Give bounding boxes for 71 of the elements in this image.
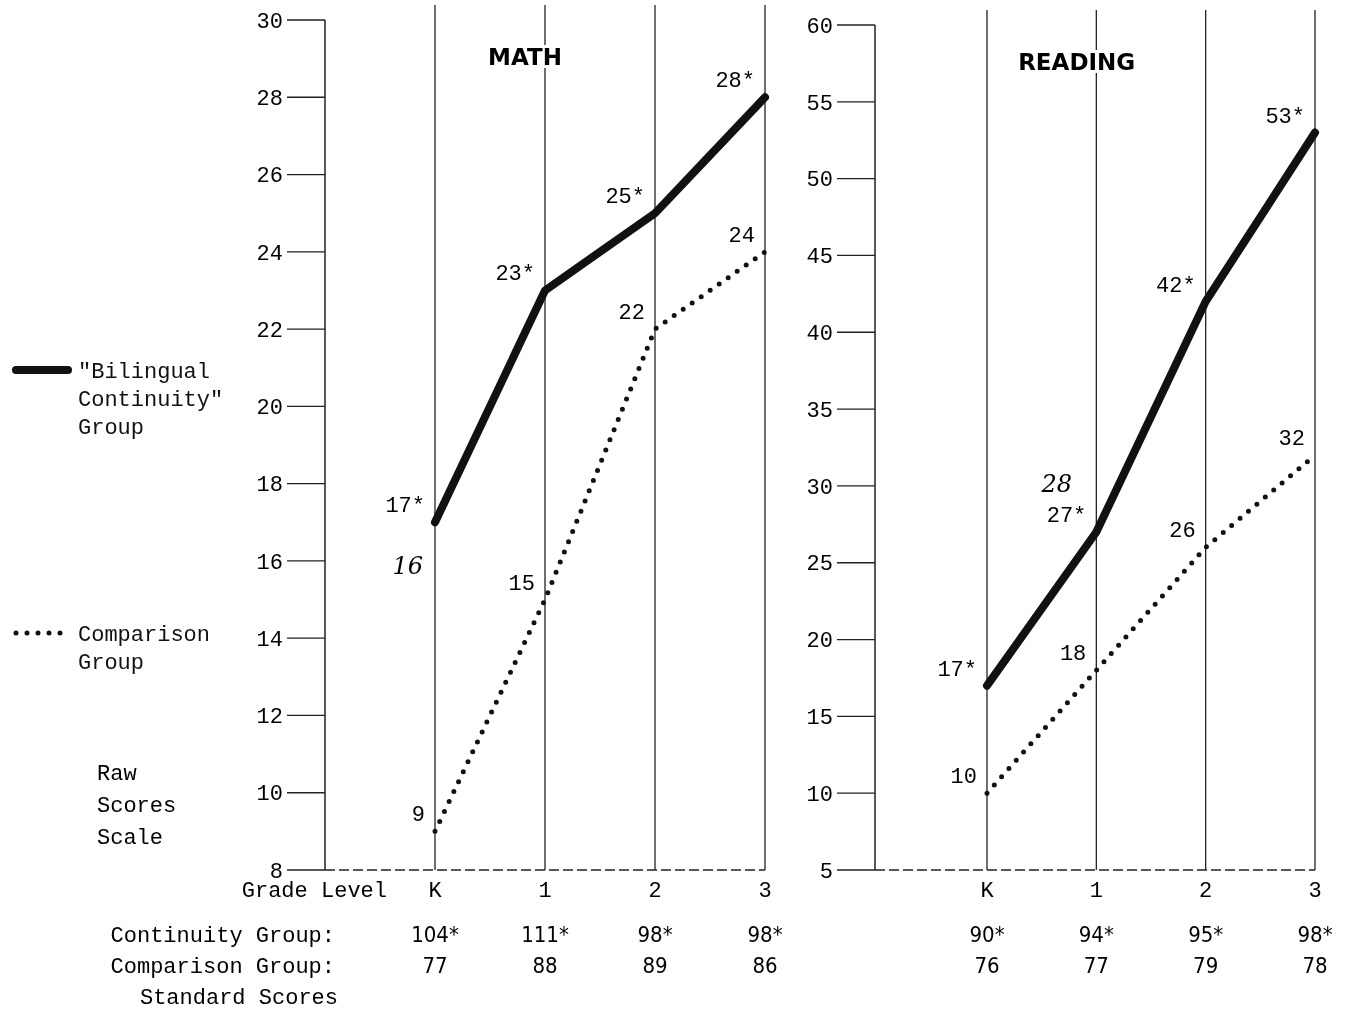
data-label: 22 xyxy=(618,301,645,327)
annotation: 28 xyxy=(1040,470,1072,498)
y-tick-label: 16 xyxy=(256,550,283,576)
data-label: 28* xyxy=(715,69,755,95)
y-tick-label: 18 xyxy=(256,473,283,499)
text: 98* xyxy=(747,922,783,947)
text: 98* xyxy=(1297,922,1333,947)
y-tick-label: 60 xyxy=(806,14,833,40)
text: Standard Scores xyxy=(139,986,338,1011)
data-label: 25* xyxy=(605,185,645,211)
y-tick-label: 30 xyxy=(806,475,833,501)
x-tick-label: 2 xyxy=(648,879,662,904)
legend-label: "Bilingual Continuity" Group xyxy=(78,360,224,441)
y-tick-label: 28 xyxy=(256,86,283,112)
y-tick-label: 45 xyxy=(806,245,833,271)
text: 88 xyxy=(532,953,558,978)
data-label: 17* xyxy=(385,494,425,520)
y-tick-label: 25 xyxy=(806,552,833,578)
y-tick-label: 12 xyxy=(256,705,283,731)
data-label: 17* xyxy=(937,657,977,683)
legend-label: Comparison Group xyxy=(78,623,211,676)
text: Comparison Group: xyxy=(110,955,335,980)
y-tick-label: 35 xyxy=(806,398,833,424)
text: 77 xyxy=(422,953,448,978)
annotation: 16 xyxy=(392,552,423,580)
data-label: 42* xyxy=(1156,273,1196,299)
data-label: 18 xyxy=(1059,642,1087,668)
x-tick-label: K xyxy=(428,879,443,904)
text: 78 xyxy=(1302,953,1328,978)
y-tick-label: 26 xyxy=(256,164,283,190)
y-tick-label: 30 xyxy=(256,9,283,35)
y-axis-title: Raw Scores Scale xyxy=(97,762,177,851)
text: 76 xyxy=(974,953,1000,978)
data-label: 26 xyxy=(1169,519,1196,545)
y-tick-label: 10 xyxy=(806,782,833,808)
data-label: 24 xyxy=(728,223,755,249)
text: 90* xyxy=(969,922,1005,947)
text: 95* xyxy=(1188,922,1224,947)
x-tick-label: K xyxy=(980,879,995,904)
x-tick-label: 1 xyxy=(538,879,552,904)
y-tick-label: 14 xyxy=(256,627,283,653)
text: 77 xyxy=(1083,953,1109,978)
y-tick-label: 15 xyxy=(806,706,833,732)
data-label: 53* xyxy=(1265,104,1305,130)
text: 98* xyxy=(637,922,673,947)
y-tick-label: 20 xyxy=(806,629,833,655)
y-tick-label: 22 xyxy=(256,318,283,344)
text: Continuity Group: xyxy=(110,924,335,949)
text: 89 xyxy=(642,953,668,978)
text: 104* xyxy=(411,922,459,947)
y-tick-label: 55 xyxy=(806,91,833,117)
data-label: 23* xyxy=(495,262,535,288)
y-tick-label: 10 xyxy=(256,782,283,808)
y-tick-label: 5 xyxy=(819,859,833,885)
y-tick-label: 40 xyxy=(806,321,833,347)
y-tick-label: 20 xyxy=(256,396,283,422)
data-label: 32 xyxy=(1278,427,1305,453)
text: 94* xyxy=(1078,922,1114,947)
data-label: 27* xyxy=(1046,504,1087,529)
x-tick-label: 3 xyxy=(758,879,772,904)
text: 111* xyxy=(521,922,569,947)
y-tick-label: 50 xyxy=(806,168,833,194)
x-tick-label: 3 xyxy=(1308,879,1322,904)
x-tick-label: 1 xyxy=(1089,879,1103,904)
data-label: 10 xyxy=(950,765,977,791)
text: 79 xyxy=(1193,953,1219,978)
x-tick-label: 2 xyxy=(1199,879,1213,904)
data-label: 15 xyxy=(508,571,535,597)
data-label: 9 xyxy=(411,803,425,829)
y-tick-label: 24 xyxy=(256,241,283,267)
text: 86 xyxy=(752,953,778,978)
